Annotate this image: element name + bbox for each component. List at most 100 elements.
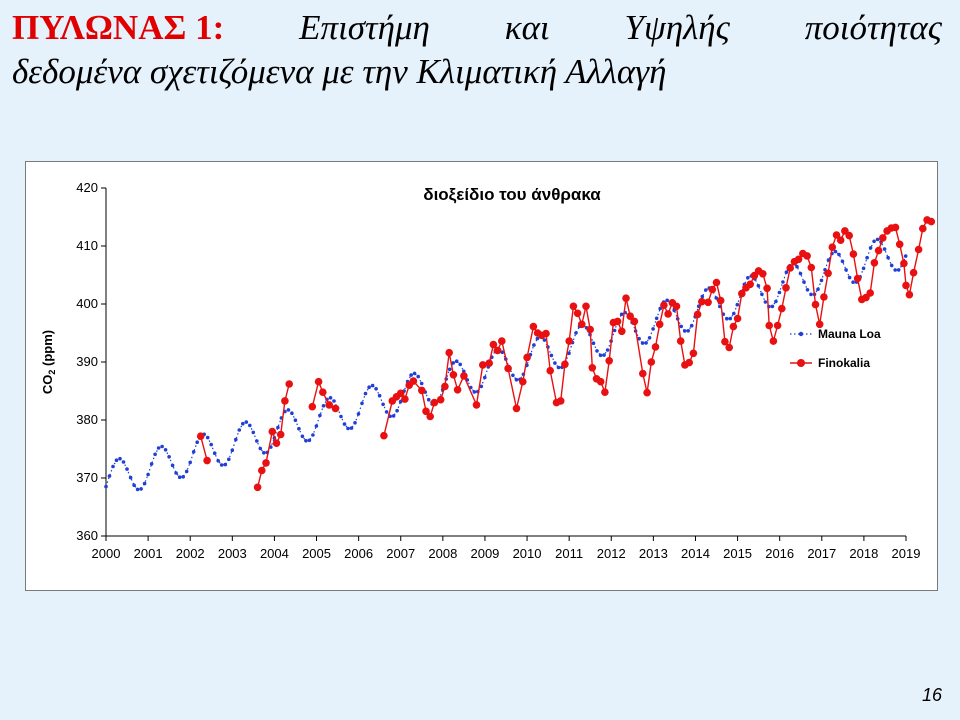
finokalia-point	[815, 320, 824, 329]
mauna-loa-point	[212, 451, 217, 456]
title-word-2: και	[504, 8, 550, 47]
finokalia-point	[556, 397, 565, 405]
mauna-loa-point	[763, 300, 768, 304]
finokalia-point	[660, 301, 668, 309]
x-tick-label: 2008	[428, 546, 457, 561]
x-tick-label: 2005	[302, 546, 331, 561]
mauna-loa-point	[514, 377, 519, 382]
legend-mauna-loa-marker	[798, 331, 804, 337]
finokalia-point	[422, 407, 430, 416]
x-tick-label: 2002	[176, 546, 205, 561]
mauna-loa-point	[532, 343, 536, 347]
finokalia-point	[426, 412, 435, 421]
co2-chart: 360 370 380 390 400 410 420 2000 2001 2002 2003 200…	[25, 161, 938, 591]
x-tick-label: 2011	[555, 546, 583, 561]
mauna-loa-point	[805, 288, 810, 292]
mauna-loa-point	[342, 422, 347, 426]
finokalia-line	[200, 436, 208, 461]
mauna-loa-point	[314, 424, 319, 428]
mauna-loa-point	[886, 255, 890, 260]
mauna-loa-point	[160, 444, 164, 449]
title-line-2: δεδομένα σχετιζόμενα με την Κλιματική Αλ…	[12, 52, 667, 91]
mauna-loa-point	[774, 299, 778, 304]
finokalia-point	[639, 369, 647, 378]
finokalia-point	[891, 223, 900, 232]
finokalia-point	[618, 327, 626, 336]
title-word-1: Επιστήμη	[299, 8, 430, 47]
finokalia-point	[824, 269, 832, 278]
mauna-loa-point	[163, 448, 168, 452]
finokalia-point	[308, 402, 317, 411]
finokalia-point	[676, 337, 685, 345]
mauna-loa-point	[135, 487, 140, 492]
x-tick-label: 2007	[386, 546, 415, 561]
mauna-loa-point	[865, 255, 869, 260]
mauna-loa-point	[704, 288, 708, 292]
mauna-loa-point	[304, 438, 308, 443]
mauna-loa-point	[416, 374, 421, 379]
mauna-loa-point	[872, 239, 876, 244]
finokalia-point	[689, 349, 698, 358]
finokalia-point	[704, 298, 712, 307]
finokalia-point	[542, 329, 550, 338]
mauna-loa-point	[728, 316, 733, 321]
x-tick-label: 2000	[92, 546, 121, 561]
finokalia-point	[601, 388, 609, 396]
mauna-loa-point	[500, 350, 505, 354]
finokalia-point	[314, 377, 323, 386]
mauna-loa-point	[682, 329, 687, 333]
mauna-loa-point	[549, 353, 554, 358]
finokalia-point	[905, 290, 914, 299]
finokalia-point	[820, 293, 828, 301]
finokalia-point	[803, 252, 811, 260]
finokalia-point	[900, 259, 908, 268]
chart-canvas: 360 370 380 390 400 410 420 2000 2001 2002 2003 200…	[40, 180, 936, 561]
mauna-loa-point	[297, 426, 301, 431]
mauna-loa-point	[307, 438, 312, 443]
finokalia-point	[258, 466, 266, 475]
mauna-loa-point	[381, 402, 385, 407]
title-heading: ΠΥΛΩΝΑΣ 1:	[12, 6, 224, 50]
finokalia-point	[504, 364, 512, 373]
finokalia-point	[782, 284, 790, 292]
finokalia-point	[578, 320, 586, 329]
x-tick-label: 2019	[892, 546, 921, 561]
mauna-loa-point	[251, 430, 256, 435]
mauna-loa-point	[651, 327, 655, 331]
finokalia-point	[769, 337, 778, 345]
finokalia-point	[196, 432, 205, 441]
mauna-loa-point	[332, 399, 336, 403]
x-tick-label: 2009	[470, 546, 499, 561]
mauna-loa-point	[118, 456, 122, 461]
mauna-loa-point	[311, 433, 315, 437]
mauna-loa-point	[483, 375, 487, 380]
mauna-loa-point	[770, 304, 775, 309]
mauna-loa-point	[602, 353, 606, 357]
finokalia-point	[811, 300, 820, 309]
y-axis-label-co: CO	[40, 375, 55, 395]
mauna-loa-point	[419, 381, 424, 386]
mauna-loa-point	[844, 268, 848, 272]
y-tick-label: 380	[76, 412, 98, 427]
mauna-loa-point	[809, 292, 813, 297]
finokalia-point	[281, 397, 289, 405]
mauna-loa-point	[300, 434, 305, 439]
mauna-loa-point	[893, 268, 897, 272]
mauna-loa-point	[732, 311, 736, 316]
mauna-loa-point	[903, 254, 908, 258]
finokalia-point	[693, 310, 702, 319]
mauna-loa-point	[398, 399, 403, 404]
mauna-loa-point	[861, 266, 866, 271]
y-tick-label: 370	[76, 470, 98, 485]
finokalia-point	[449, 371, 458, 379]
finokalia-point	[276, 430, 285, 439]
mauna-loa-point	[567, 351, 571, 355]
finokalia-point	[460, 372, 468, 380]
finokalia-point	[285, 380, 294, 388]
mauna-loa-point	[395, 408, 399, 413]
finokalia-point	[529, 322, 538, 331]
mauna-loa-point	[837, 252, 841, 257]
finokalia-point	[519, 377, 527, 386]
mauna-loa-point	[454, 359, 459, 363]
mauna-loa-point	[121, 460, 126, 464]
